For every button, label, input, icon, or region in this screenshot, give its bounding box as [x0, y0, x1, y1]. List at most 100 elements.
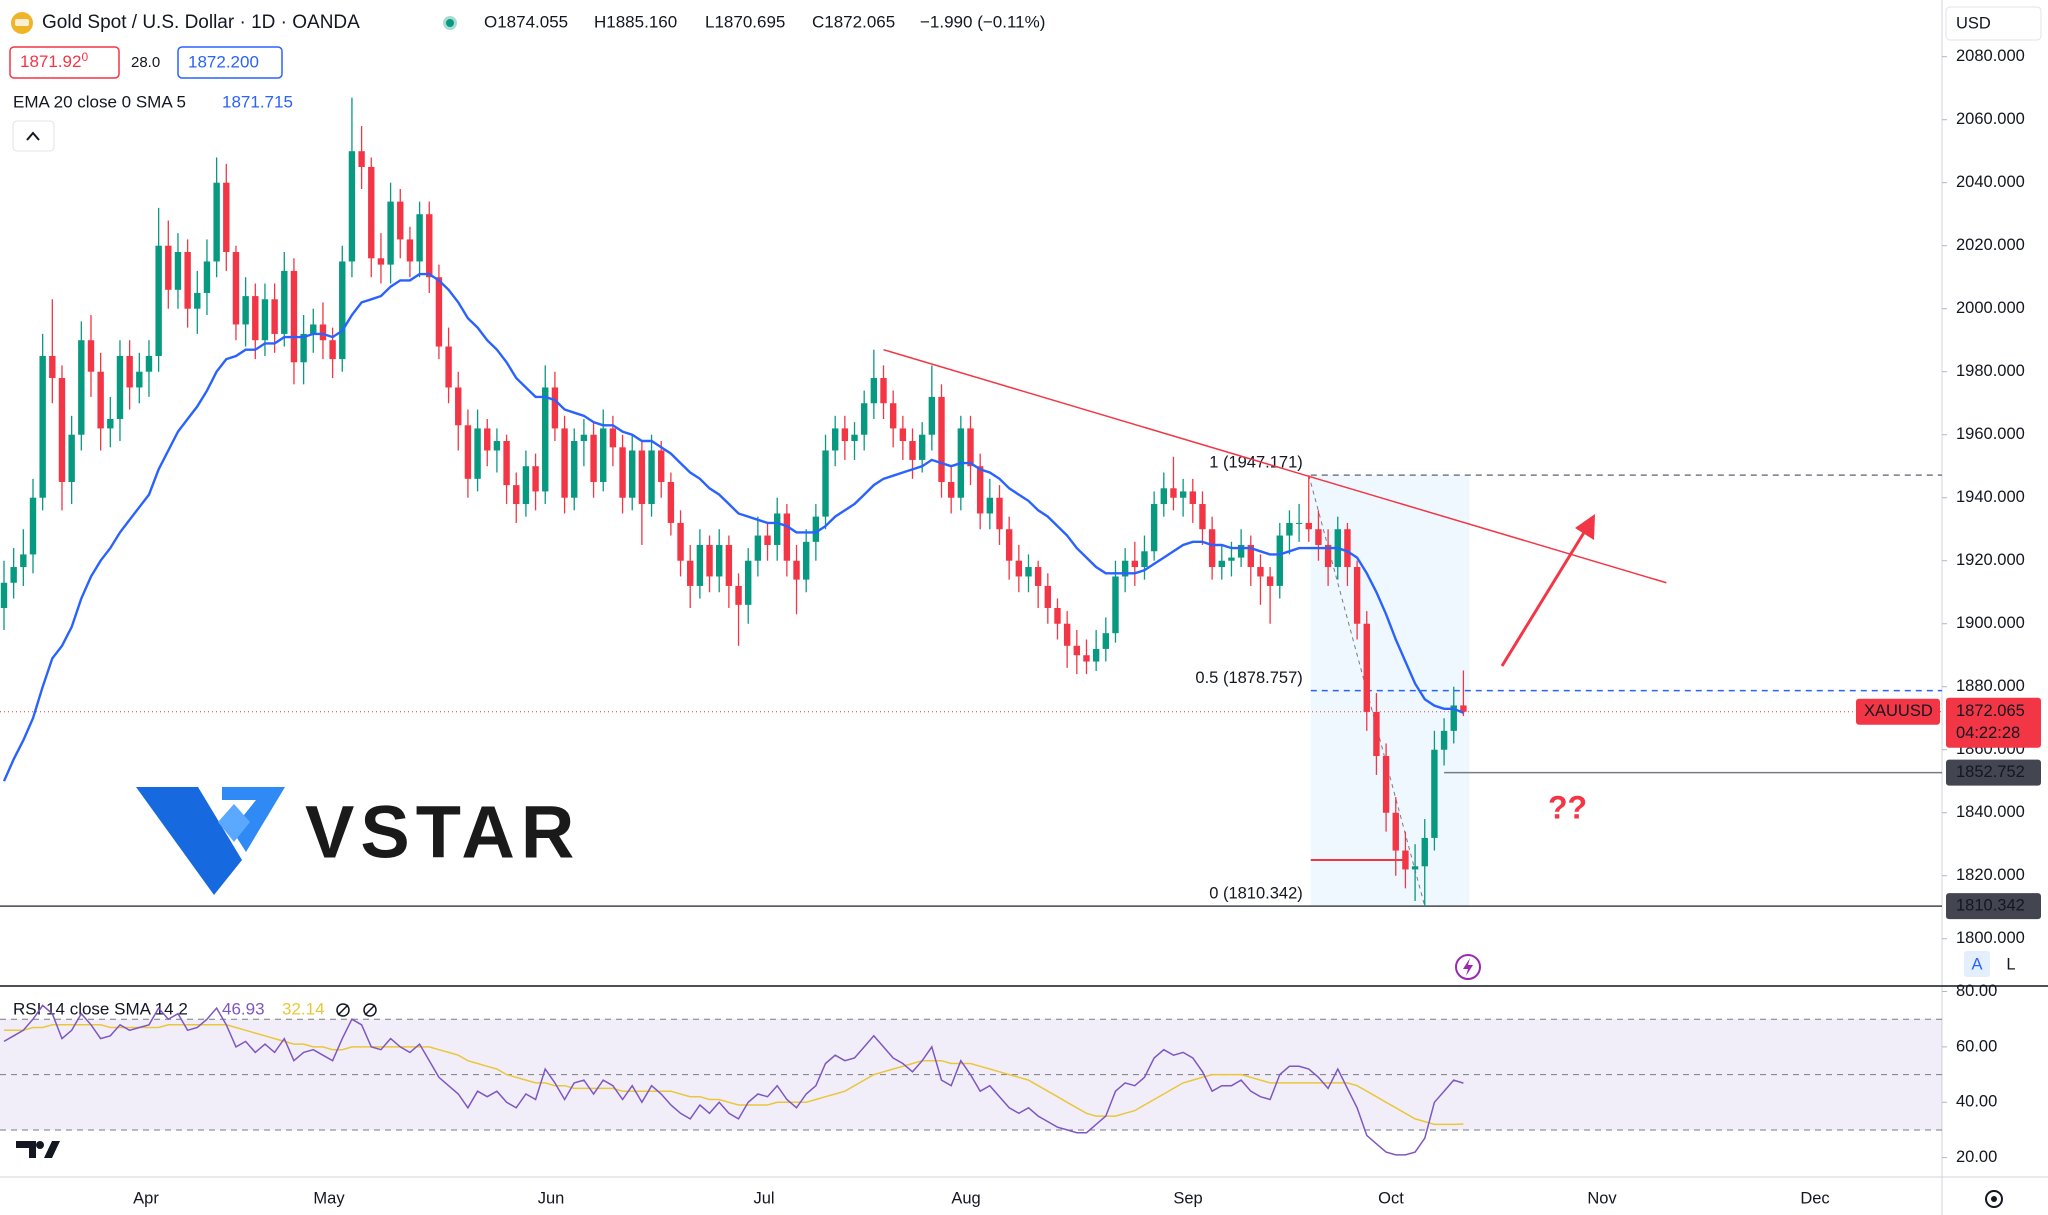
candle-body [542, 387, 549, 492]
candle-body [232, 252, 240, 325]
visibility-icons[interactable] [336, 1003, 377, 1017]
candle-body [416, 214, 423, 262]
hidden-icon[interactable] [363, 1003, 377, 1017]
candle-body [310, 324, 317, 334]
logo-diamond [218, 804, 250, 842]
candle-body [1353, 567, 1361, 624]
candle-body [1083, 655, 1090, 662]
candle-body [571, 441, 578, 498]
candle-body [1411, 866, 1419, 870]
annotation: ?? [1548, 789, 1587, 825]
candle-body [1189, 491, 1196, 505]
candle-body [435, 277, 443, 347]
candle-body [426, 214, 433, 278]
candle-body [822, 450, 829, 517]
price-tick-label: 2040.000 [1956, 173, 2025, 191]
ema-line [2, 272, 1464, 782]
rsi-tick-label: 20.00 [1956, 1148, 1997, 1166]
candle-body [706, 544, 713, 577]
candle-body [1218, 560, 1225, 568]
candle-body [938, 396, 945, 482]
candle-body [319, 324, 327, 341]
candle-body [145, 355, 153, 372]
candle-body [648, 450, 655, 505]
currency-box[interactable] [1945, 6, 2042, 41]
candle-body [860, 403, 868, 435]
candle-body [889, 403, 897, 429]
events-icon-bolt [1463, 958, 1473, 976]
x-tick-label: Oct [1378, 1189, 1404, 1207]
candle-body [290, 270, 298, 363]
bid-tail: 0 [81, 50, 88, 64]
candle-body [1266, 576, 1274, 586]
price-tick-label: 2000.000 [1956, 299, 2025, 317]
price-tick-label: 2020.000 [1956, 236, 2025, 254]
currency: USD [1956, 14, 1991, 32]
candle-body [590, 434, 597, 482]
price-tick-label: 1820.000 [1956, 866, 2025, 884]
candle-body [870, 378, 878, 404]
bid-price: 1871.920 [20, 50, 88, 71]
candle-body [136, 371, 143, 388]
candle-body [107, 418, 114, 429]
auto-scale-button[interactable] [1964, 951, 1990, 977]
candle-body [1237, 544, 1245, 558]
candle-body [1141, 551, 1148, 568]
candle-body [49, 355, 56, 379]
candle-body [223, 182, 230, 253]
candle-body [1440, 730, 1448, 750]
candle-body [281, 270, 288, 334]
candle-body [638, 450, 646, 505]
price-tick-label: 1900.000 [1956, 614, 2025, 632]
candle-body [677, 522, 684, 561]
candle-body [165, 245, 172, 290]
logo-left-wing [136, 787, 242, 895]
ema-value: 1871.715 [222, 92, 293, 111]
change-value: −1.990 (−0.11%) [920, 12, 1045, 31]
auto-scale-label: A [1971, 955, 1982, 973]
collapse-button[interactable] [12, 120, 55, 152]
candle-body [261, 299, 269, 341]
candle-body [97, 371, 104, 429]
candle-body [387, 201, 394, 265]
candle-body [532, 466, 539, 492]
candle-body [1286, 522, 1293, 536]
spread: 28.0 [131, 54, 160, 71]
level-label: 1852.752 [1956, 763, 2025, 781]
support-label: 1810.342 [1956, 897, 2025, 915]
log-scale-label[interactable]: L [2006, 955, 2015, 973]
candle-body [1160, 488, 1167, 505]
x-tick-label: Dec [1800, 1189, 1829, 1207]
candle-body [783, 513, 791, 561]
candle-body [880, 378, 887, 404]
price-tick-label: 2080.000 [1956, 47, 2025, 65]
settings-icon-core [1991, 1196, 1997, 1202]
collapse-icon [26, 131, 40, 141]
candle-body [1431, 749, 1438, 838]
symbol-label: XAUUSD [1864, 702, 1933, 720]
rsi-tick-label: 40.00 [1956, 1093, 1997, 1111]
candle-body [1121, 560, 1129, 577]
candle-body [1063, 623, 1071, 646]
tradingview-logo [16, 1141, 60, 1158]
buy-box[interactable] [177, 46, 283, 79]
candle-body [87, 340, 95, 372]
level-box [1946, 759, 2041, 786]
sell-box[interactable] [9, 46, 120, 79]
high-value: H1885.160 [594, 12, 677, 31]
trendline [883, 348, 1667, 584]
candle-body [68, 434, 75, 482]
hidden-icon[interactable] [336, 1003, 350, 1017]
candle-body [764, 535, 771, 545]
candle-body [1421, 837, 1428, 867]
price-tick-label: 1980.000 [1956, 362, 2025, 380]
candle-body [1315, 529, 1322, 545]
price-tick-label: 1920.000 [1956, 551, 2025, 569]
candle-body [1073, 645, 1081, 656]
candle-body [1228, 557, 1235, 561]
candle-body [996, 497, 1003, 530]
candle-body [1363, 623, 1370, 712]
settings-icon[interactable] [1985, 1190, 2003, 1208]
candle-body [78, 340, 85, 435]
bid-main: 1871.92 [20, 52, 81, 71]
